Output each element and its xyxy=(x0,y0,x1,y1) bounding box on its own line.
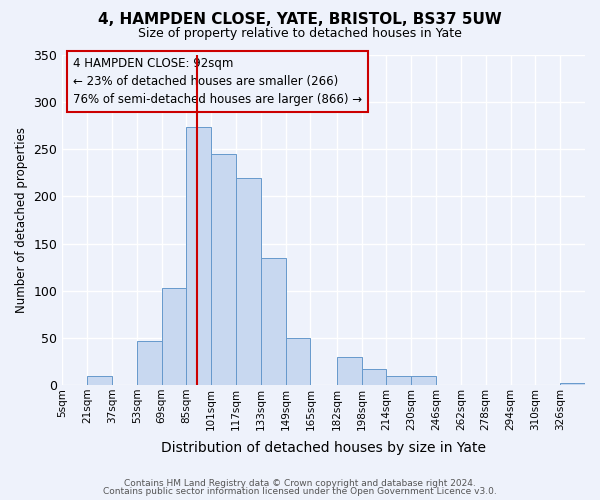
Text: 4 HAMPDEN CLOSE: 92sqm
← 23% of detached houses are smaller (266)
76% of semi-de: 4 HAMPDEN CLOSE: 92sqm ← 23% of detached… xyxy=(73,56,362,106)
Text: 4, HAMPDEN CLOSE, YATE, BRISTOL, BS37 5UW: 4, HAMPDEN CLOSE, YATE, BRISTOL, BS37 5U… xyxy=(98,12,502,28)
Bar xyxy=(261,258,286,385)
X-axis label: Distribution of detached houses by size in Yate: Distribution of detached houses by size … xyxy=(161,441,486,455)
Bar xyxy=(411,376,436,385)
Text: Size of property relative to detached houses in Yate: Size of property relative to detached ho… xyxy=(138,28,462,40)
Bar xyxy=(187,126,211,385)
Bar xyxy=(161,288,187,385)
Bar xyxy=(560,383,585,385)
Bar xyxy=(211,154,236,385)
Text: Contains public sector information licensed under the Open Government Licence v3: Contains public sector information licen… xyxy=(103,487,497,496)
Bar xyxy=(362,369,386,385)
Bar xyxy=(286,338,310,385)
Y-axis label: Number of detached properties: Number of detached properties xyxy=(15,127,28,313)
Bar xyxy=(337,356,362,385)
Bar xyxy=(137,340,161,385)
Bar xyxy=(386,376,411,385)
Text: Contains HM Land Registry data © Crown copyright and database right 2024.: Contains HM Land Registry data © Crown c… xyxy=(124,478,476,488)
Bar xyxy=(236,178,261,385)
Bar xyxy=(87,376,112,385)
